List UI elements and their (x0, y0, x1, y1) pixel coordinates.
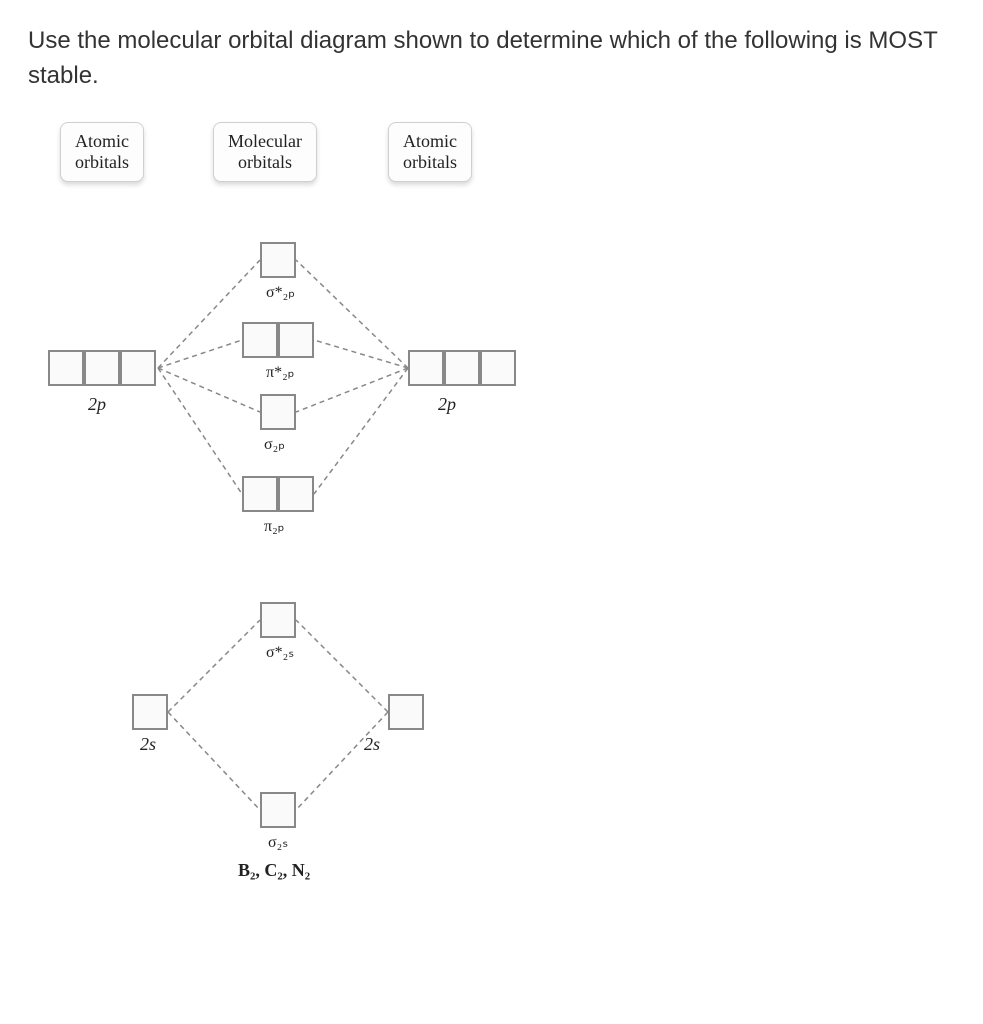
header-molecular-l1: Molecular (228, 131, 302, 152)
mo-sigma2p-star-label: σ*₂ₚ (266, 282, 295, 302)
mo-pi2p-box-1 (242, 476, 278, 512)
mo-pi2p-label: π₂ₚ (264, 516, 285, 536)
mo-pi2p-star-box-2 (278, 322, 314, 358)
header-atomic-left-l2: orbitals (75, 152, 129, 173)
header-atomic-left-l1: Atomic (75, 131, 129, 152)
ao-2s-left-label: 2s (140, 734, 156, 755)
header-molecular-l2: orbitals (228, 152, 302, 173)
question-text: Use the molecular orbital diagram shown … (28, 24, 955, 94)
ao-2p-right-label: 2p (438, 394, 456, 415)
mo-sigma2s-label: σ₂ₛ (268, 832, 288, 852)
connector-lines (28, 122, 568, 942)
ao-2p-right-box-2 (444, 350, 480, 386)
header-atomic-left: Atomic orbitals (60, 122, 144, 182)
mo-sigma2s-box (260, 792, 296, 828)
ao-2s-right-box (388, 694, 424, 730)
mo-pi2p-box-2 (278, 476, 314, 512)
mo-sigma2p-star-box (260, 242, 296, 278)
ao-2p-left-label: 2p (88, 394, 106, 415)
header-molecular: Molecular orbitals (213, 122, 317, 182)
mo-sigma2s-star-box (260, 602, 296, 638)
ao-2s-right-label: 2s (364, 734, 380, 755)
mo-pi2p-star-box-1 (242, 322, 278, 358)
ao-2p-left-box-2 (84, 350, 120, 386)
mo-sigma2s-star-label: σ*₂ₛ (266, 642, 294, 662)
mo-sigma2p-label: σ₂ₚ (264, 434, 285, 454)
ao-2p-left-box-1 (48, 350, 84, 386)
header-atomic-right-l1: Atomic (403, 131, 457, 152)
header-atomic-right-l2: orbitals (403, 152, 457, 173)
mo-sigma2p-box (260, 394, 296, 430)
ao-2p-right-box-3 (480, 350, 516, 386)
mo-pi2p-star-label: π*₂ₚ (266, 362, 295, 382)
ao-2p-right-box-1 (408, 350, 444, 386)
mo-diagram: Atomic orbitals Molecular orbitals Atomi… (28, 122, 568, 942)
ao-2s-left-box (132, 694, 168, 730)
header-atomic-right: Atomic orbitals (388, 122, 472, 182)
diagram-caption: B₂, C₂, N₂ (238, 860, 310, 881)
ao-2p-left-box-3 (120, 350, 156, 386)
